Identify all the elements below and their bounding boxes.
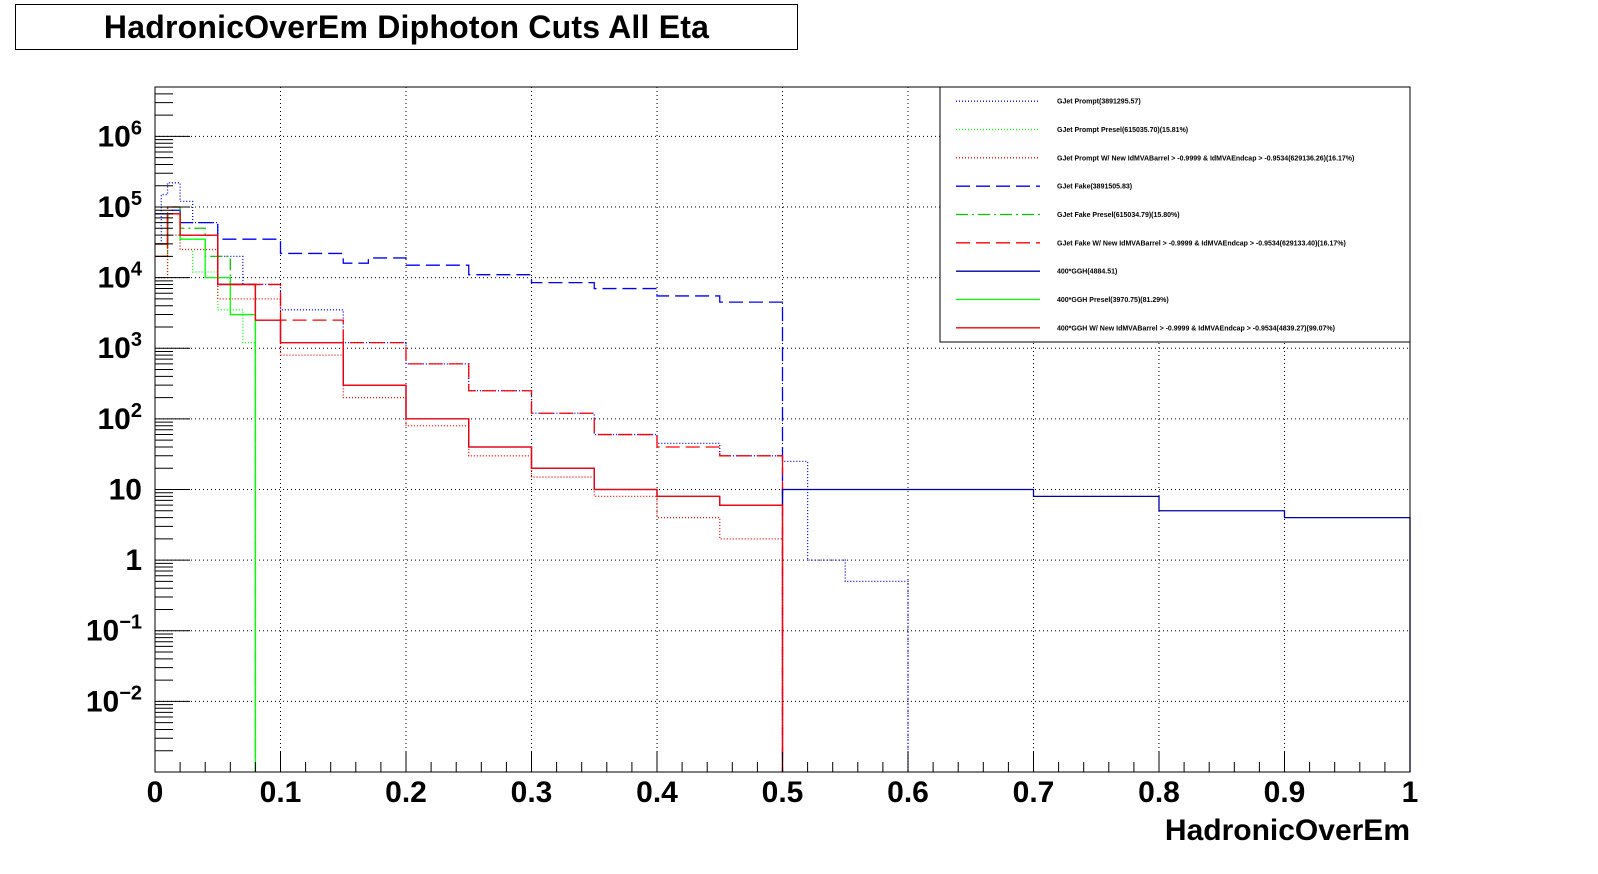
legend-label: GJet Fake(3891505.83) [1057, 184, 1132, 191]
x-tick-label: 0 [147, 776, 164, 809]
legend-label: 400*GGH(4884.51) [1057, 269, 1117, 276]
x-tick-label: 0.2 [385, 776, 427, 809]
x-tick-label: 1 [1402, 776, 1419, 809]
y-tick-label: 1 [125, 544, 142, 577]
series-2-line [155, 234, 257, 349]
chart-title-box: HadronicOverEm Diphoton Cuts All Eta [15, 4, 798, 50]
y-tick-label: 102 [98, 400, 143, 436]
y-tick-label: 103 [98, 329, 143, 365]
chart-title: HadronicOverEm Diphoton Cuts All Eta [103, 8, 710, 45]
x-tick-label: 0.6 [887, 776, 929, 809]
legend-label: GJet Prompt W/ New IdMVABarrel > -0.9999… [1057, 155, 1354, 162]
y-tick-label: 104 [98, 259, 143, 295]
y-tick-label: 10−2 [86, 682, 142, 718]
legend-label: GJet Prompt Presel(615035.70)(15.81%) [1057, 127, 1188, 134]
y-tick-label: 106 [98, 117, 143, 153]
y-tick-label: 10−1 [86, 612, 142, 648]
x-tick-label: 0.3 [511, 776, 553, 809]
legend-label: GJet Fake W/ New IdMVABarrel > -0.9999 &… [1057, 240, 1346, 247]
legend-label: 400*GGH Presel(3970.75)(81.29%) [1057, 297, 1169, 304]
series-8-line [155, 213, 257, 341]
x-tick-label: 0.9 [1264, 776, 1306, 809]
legend-label: GJet Fake Presel(615034.79)(15.80%) [1057, 212, 1180, 219]
x-tick-label: 0.8 [1138, 776, 1180, 809]
x-tick-label: 0.4 [636, 776, 678, 809]
legend-label: 400*GGH W/ New IdMVABarrel > -0.9999 & I… [1057, 325, 1335, 332]
x-tick-label: 0.1 [260, 776, 302, 809]
series-9-line [155, 213, 784, 527]
x-axis-title: HadronicOverEm [1165, 814, 1410, 847]
axes: 0 0.1 0.2 0.3 0.4 0.5 0.6 0.7 0.8 0.9 1 106 105 104 10… [86, 86, 1419, 809]
x-tick-label: 0.5 [762, 776, 804, 809]
y-tick-label: 10 [109, 473, 142, 506]
legend-label: GJet Prompt(3891295.57) [1057, 99, 1141, 106]
y-tick-label: 105 [98, 188, 143, 224]
x-tick-label: 0.7 [1013, 776, 1055, 809]
series-4-line [155, 209, 784, 308]
legend: GJet Prompt(3891295.57) GJet Prompt Prese… [939, 86, 1411, 343]
